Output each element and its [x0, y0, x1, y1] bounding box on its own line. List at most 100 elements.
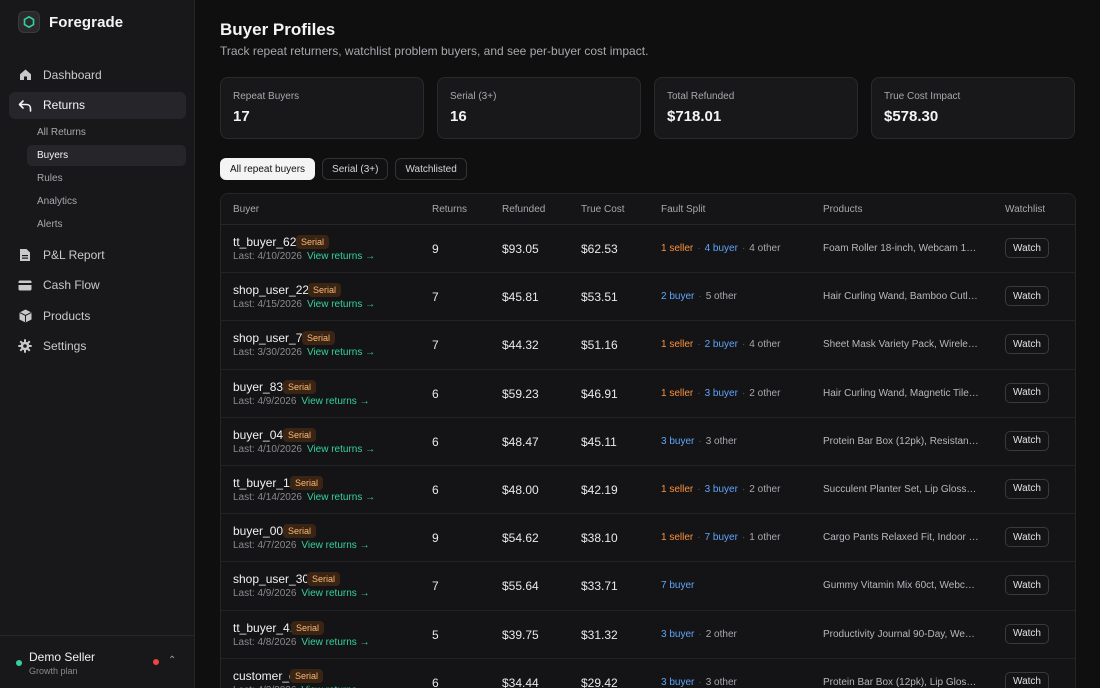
- view-returns-link[interactable]: View returns →: [301, 685, 369, 688]
- view-returns-link[interactable]: View returns →: [306, 347, 376, 359]
- column-header-returns[interactable]: Returns: [432, 204, 468, 215]
- refunded-amount: $59.23: [502, 386, 539, 401]
- returns-count: 7: [432, 290, 439, 305]
- watch-button[interactable]: Watch: [1005, 286, 1049, 307]
- separator-dot: ·: [698, 291, 702, 303]
- subnav-item-buyers[interactable]: Buyers: [27, 145, 186, 166]
- buyer-name[interactable]: shop_user_741: [233, 331, 316, 346]
- watch-button[interactable]: Watch: [1005, 238, 1049, 258]
- chevron-up-icon[interactable]: ⌃: [168, 655, 177, 666]
- serial-badge: Serial: [308, 283, 342, 298]
- sidebar-item-products[interactable]: Products: [9, 302, 186, 329]
- last-date-text: Last: 4/2/2026: [233, 685, 296, 688]
- table-body: tt_buyer_628 Serial Last: 4/10/2026 View re…: [221, 225, 1075, 688]
- buyer-name[interactable]: buyer_834: [233, 379, 290, 394]
- stat-label: Serial (3+): [450, 91, 497, 102]
- true-cost-amount: $38.10: [581, 531, 618, 546]
- sidebar-item-cash-flow[interactable]: Cash Flow: [9, 272, 186, 299]
- user-menu[interactable]: Demo Seller Growth plan ⌃: [0, 635, 195, 688]
- last-date-text: Last: 4/15/2026: [233, 299, 302, 311]
- separator-dot: ·: [741, 243, 746, 254]
- fault-split: 1 seller · 2 buyer · 4 other: [661, 339, 780, 350]
- products-list: Gummy Vitamin Mix 60ct, Webcam 1080p: [823, 580, 979, 592]
- watch-button[interactable]: Watch: [1005, 623, 1049, 644]
- fault-other: 4 other: [749, 243, 781, 254]
- view-returns-link[interactable]: View returns →: [306, 443, 376, 455]
- watch-button[interactable]: Watch: [1005, 575, 1049, 596]
- subnav-item-all-returns[interactable]: All Returns: [37, 127, 86, 138]
- buyer-name[interactable]: shop_user_226: [233, 283, 316, 298]
- view-returns-link[interactable]: View returns →: [301, 395, 370, 407]
- sidebar-item-dashboard[interactable]: Dashboard: [9, 61, 186, 88]
- products-list: Hair Curling Wand, Magnetic Tiles Set: [823, 387, 979, 399]
- refunded-amount: $39.75: [502, 627, 539, 642]
- sidebar-item-pl-report[interactable]: P&L Report: [9, 241, 186, 268]
- sidebar-item-label: Returns: [43, 98, 86, 112]
- subnav-item-alerts[interactable]: Alerts: [37, 219, 63, 230]
- watch-button[interactable]: Watch: [1005, 382, 1049, 403]
- table-row: buyer_042 Serial Last: 4/10/2026 View retur…: [221, 418, 1075, 466]
- last-date-text: Last: 4/9/2026: [233, 395, 297, 407]
- hexagon-logo-icon: [18, 11, 40, 33]
- products-list: Succulent Planter Set, Lip Gloss Collect…: [823, 483, 979, 495]
- filter-all-repeat-buyers[interactable]: All repeat buyers: [220, 158, 316, 180]
- products-list: Foam Roller 18-inch, Webcam 1080p: [823, 243, 979, 254]
- sidebar-item-settings[interactable]: Settings: [9, 333, 186, 360]
- watch-button[interactable]: Watch: [1005, 671, 1049, 688]
- watch-button[interactable]: Watch: [1005, 334, 1049, 355]
- stat-value: $578.30: [884, 108, 939, 125]
- fault-buyer: 2 buyer: [661, 291, 695, 303]
- filter-serial[interactable]: Serial (3+): [322, 158, 389, 180]
- fault-split: 1 seller · 3 buyer · 2 other: [661, 388, 780, 399]
- buyer-name[interactable]: tt_buyer_412: [233, 620, 304, 635]
- brand[interactable]: Foregrade: [18, 10, 123, 34]
- fault-other: 2 other: [749, 483, 781, 495]
- serial-badge: Serial: [283, 379, 317, 394]
- subnav-item-rules[interactable]: Rules: [37, 173, 63, 184]
- table-row: tt_buyer_628 Serial Last: 4/10/2026 View re…: [221, 225, 1075, 274]
- serial-badge: Serial: [302, 331, 336, 346]
- view-returns-link[interactable]: View returns →: [306, 299, 376, 311]
- buyer-name[interactable]: buyer_042: [233, 427, 290, 442]
- fault-buyer: 4 buyer: [704, 243, 738, 254]
- view-returns-link[interactable]: View returns →: [301, 588, 370, 600]
- table-row: tt_buyer_117 Serial Last: 4/14/2026 View re…: [221, 466, 1075, 515]
- fault-seller: 1 seller: [661, 243, 694, 254]
- sidebar-item-label: Settings: [43, 339, 87, 353]
- buyer-name[interactable]: shop_user_309: [233, 572, 316, 587]
- serial-badge: Serial: [296, 235, 330, 249]
- true-cost-amount: $33.71: [581, 579, 618, 594]
- subnav-item-analytics[interactable]: Analytics: [37, 196, 78, 207]
- watch-button[interactable]: Watch: [1005, 478, 1049, 499]
- sidebar: Foregrade Dashboard Returns All Returns …: [0, 0, 195, 688]
- separator-dot: ·: [741, 339, 746, 351]
- column-header-buyer[interactable]: Buyer: [233, 204, 260, 215]
- column-header-true-cost[interactable]: True Cost: [581, 204, 625, 215]
- buyer-name[interactable]: customer_d2: [233, 668, 303, 683]
- stat-card-true-cost-impact: True Cost Impact $578.30: [871, 77, 1075, 139]
- buyers-table: Buyer Returns Refunded True Cost Fault S…: [220, 193, 1076, 688]
- separator-dot: ·: [697, 387, 701, 399]
- buyer-name[interactable]: tt_buyer_117: [233, 475, 303, 490]
- view-returns-link[interactable]: View returns →: [301, 636, 370, 648]
- returns-count: 6: [432, 482, 439, 497]
- last-date-text: Last: 3/30/2026: [233, 347, 302, 359]
- refunded-amount: $55.64: [502, 579, 539, 594]
- true-cost-amount: $45.11: [581, 434, 617, 449]
- true-cost-amount: $29.42: [581, 675, 618, 688]
- view-returns-link[interactable]: View returns →: [306, 251, 376, 262]
- table-row: shop_user_741 Serial Last: 3/30/2026 View r…: [221, 321, 1075, 370]
- column-header-refunded[interactable]: Refunded: [502, 204, 546, 215]
- view-returns-link[interactable]: View returns →: [301, 540, 370, 552]
- products-list: Sheet Mask Variety Pack, Wireless Earbud…: [823, 339, 979, 351]
- buyer-name[interactable]: buyer_001: [233, 524, 290, 539]
- filter-watchlisted[interactable]: Watchlisted: [395, 158, 467, 180]
- view-returns-link[interactable]: View returns →: [306, 491, 376, 503]
- sidebar-item-returns[interactable]: Returns: [9, 91, 186, 119]
- buyer-name[interactable]: tt_buyer_628: [233, 235, 304, 249]
- separator-dot: ·: [697, 532, 701, 544]
- watch-button[interactable]: Watch: [1005, 527, 1049, 548]
- fault-seller: 1 seller: [661, 532, 694, 544]
- fault-seller: 1 seller: [661, 483, 694, 495]
- watch-button[interactable]: Watch: [1005, 430, 1049, 451]
